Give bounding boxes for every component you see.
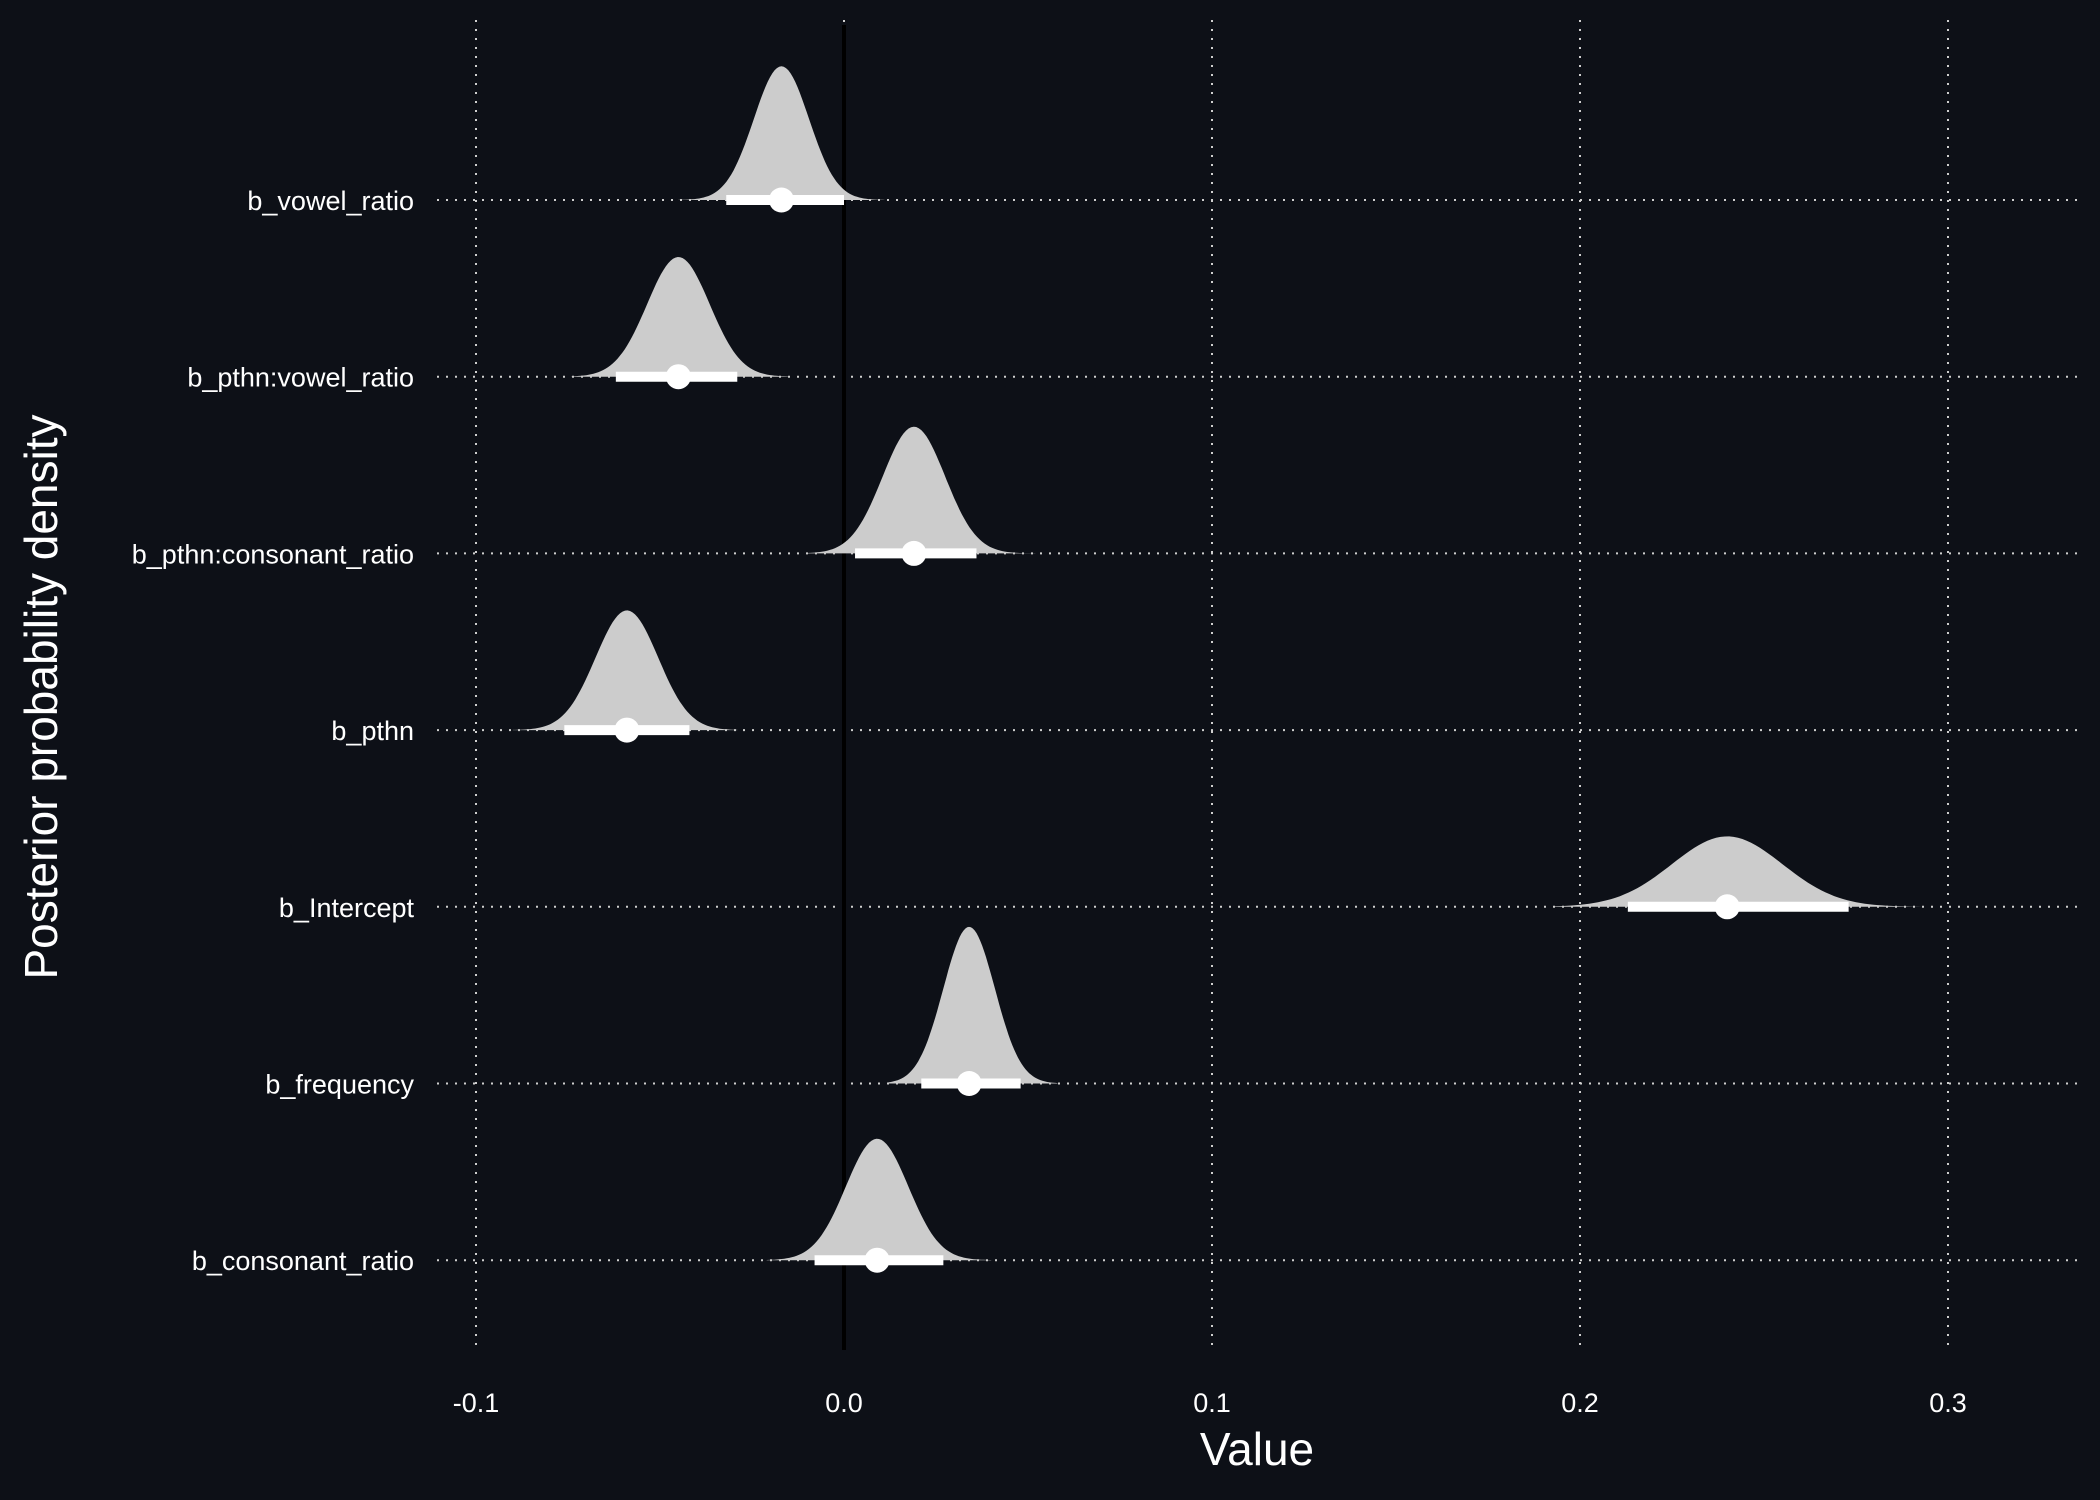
y-tick-label: b_pthn:vowel_ratio xyxy=(187,363,414,393)
x-tick-label: 0.2 xyxy=(1561,1388,1599,1418)
y-tick-label: b_frequency xyxy=(265,1070,414,1100)
x-tick-label: 0.1 xyxy=(1193,1388,1231,1418)
y-tick-label: b_pthn xyxy=(331,716,414,746)
y-tick-labels: b_vowel_ratio b_pthn:vowel_ratio b_pthn:co… xyxy=(132,186,415,1276)
density-b-consonant-ratio xyxy=(766,1138,992,1261)
median-point-b-Intercept xyxy=(1714,894,1740,920)
interval-group xyxy=(564,187,1849,1273)
median-point-b-pthn xyxy=(614,717,640,743)
y-tick-label: b_pthn:consonant_ratio xyxy=(132,539,414,569)
density-b-pthn xyxy=(512,610,738,731)
density-b-Intercept xyxy=(1554,836,1948,907)
y-tick-label: b_consonant_ratio xyxy=(192,1246,414,1276)
x-tick-label: 0.3 xyxy=(1929,1388,1967,1418)
density-b-pthn-vowel-ratio xyxy=(571,257,789,377)
density-b-frequency xyxy=(888,926,1058,1084)
y-tick-label: b_vowel_ratio xyxy=(247,186,414,216)
median-point-b-vowel-ratio xyxy=(768,187,794,213)
median-point-b-frequency xyxy=(956,1071,982,1096)
x-tick-label: -0.1 xyxy=(453,1388,500,1418)
median-point-b-pthn-vowel-ratio xyxy=(665,364,691,390)
median-point-b-pthn-consonant-ratio xyxy=(901,540,927,566)
density-group xyxy=(512,66,1948,1261)
x-tick-labels: -0.1 0.0 0.1 0.2 0.3 xyxy=(453,1388,1967,1418)
y-axis-title: Posterior probability density xyxy=(15,414,67,979)
median-point-b-consonant-ratio xyxy=(864,1247,890,1273)
density-b-vowel-ratio xyxy=(678,66,885,200)
x-axis-title: Value xyxy=(1200,1423,1314,1475)
density-b-pthn-consonant-ratio xyxy=(807,426,1036,554)
x-tick-label: 0.0 xyxy=(825,1388,863,1418)
y-tick-label: b_Intercept xyxy=(279,893,415,923)
